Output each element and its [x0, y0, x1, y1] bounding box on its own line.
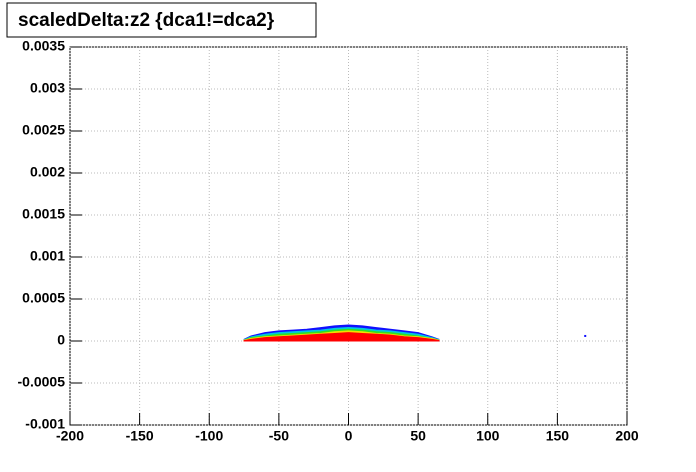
y-tick-label: 0.0025: [22, 122, 65, 138]
y-tick-label: 0.0035: [22, 38, 65, 54]
y-tick-label: -0.001: [25, 416, 65, 432]
y-tick-label: -0.0005: [18, 374, 66, 390]
x-tick-label: -50: [269, 428, 289, 444]
outlier-point: [584, 334, 587, 337]
x-tick-label: 150: [546, 428, 570, 444]
y-tick-label: 0.001: [30, 248, 65, 264]
y-tick-label: 0.003: [30, 80, 65, 96]
x-tick-label: 50: [410, 428, 426, 444]
y-tick-label: 0.002: [30, 164, 65, 180]
chart-title: scaledDelta:z2 {dca1!=dca2}: [18, 10, 275, 31]
x-tick-label: 0: [345, 428, 353, 444]
y-tick-label: 0.0015: [22, 206, 65, 222]
y-tick-label: 0.0005: [22, 290, 65, 306]
y-tick-label: 0: [57, 332, 65, 348]
density-area: [243, 332, 440, 342]
x-tick-label: -100: [195, 428, 223, 444]
x-tick-label: -150: [126, 428, 154, 444]
x-tick-label: -200: [56, 428, 84, 444]
x-tick-label: 200: [615, 428, 639, 444]
title-box: [6, 2, 317, 38]
x-tick-label: 100: [476, 428, 500, 444]
